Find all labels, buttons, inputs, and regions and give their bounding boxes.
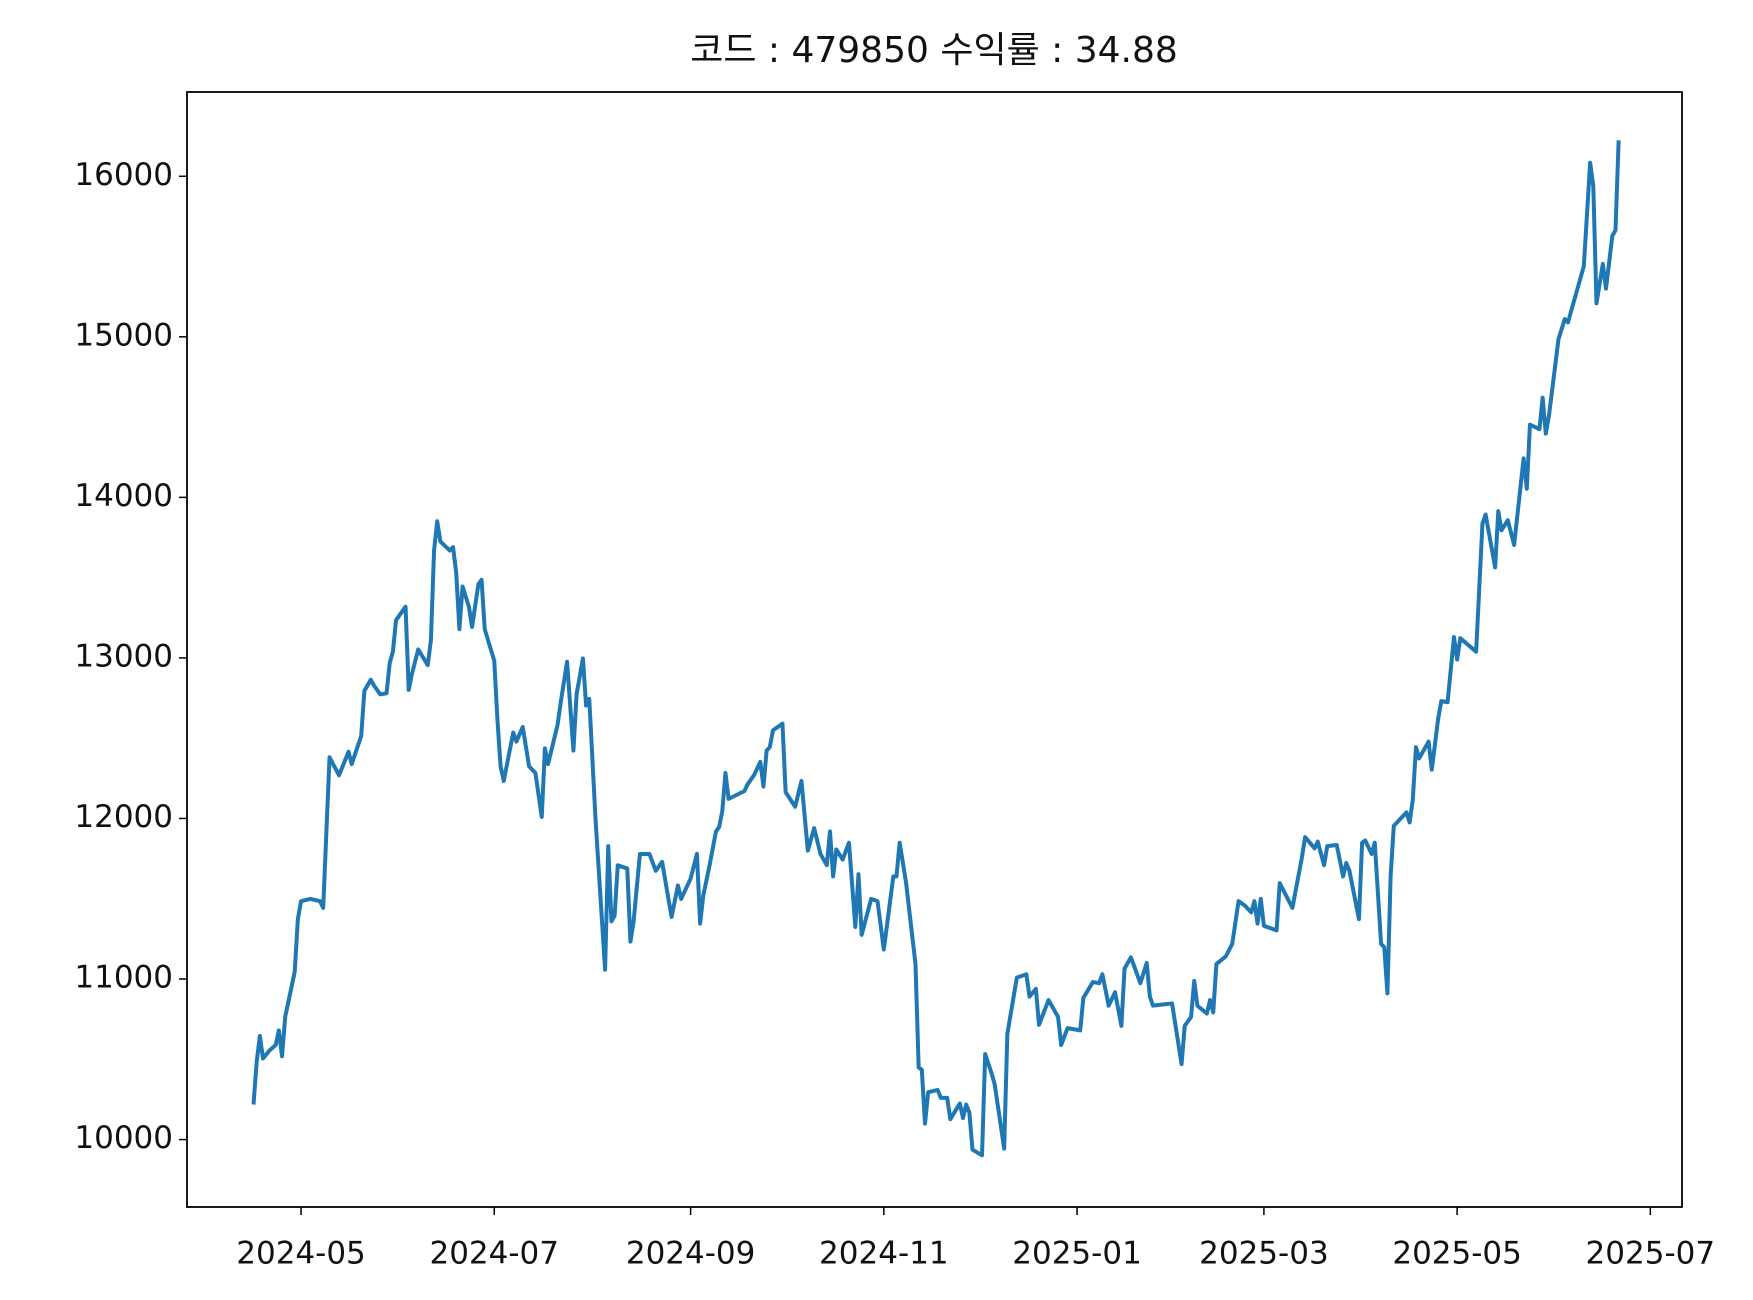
plot-frame [186, 91, 1683, 1208]
chart-title: 코드 : 479850 수익률 : 34.88 [690, 30, 1178, 71]
x-tick-label: 2025-05 [1392, 1236, 1522, 1272]
x-tick-label: 2025-01 [1012, 1236, 1142, 1272]
y-tick-label: 12000 [74, 799, 173, 835]
y-tick-label: 16000 [74, 157, 173, 193]
y-tick-label: 10000 [74, 1120, 173, 1156]
y-tick-label: 11000 [74, 960, 173, 996]
x-tick-label: 2025-07 [1586, 1236, 1716, 1272]
x-tick-label: 2025-03 [1199, 1236, 1329, 1272]
x-tick-label: 2024-09 [626, 1236, 756, 1272]
x-tick-label: 2024-05 [236, 1236, 366, 1272]
y-tick-label: 14000 [74, 478, 173, 514]
y-tick-label: 15000 [74, 317, 173, 353]
price-line [251, 140, 1621, 1158]
x-tick-label: 2024-11 [819, 1236, 949, 1272]
x-tick-label: 2024-07 [429, 1236, 559, 1272]
y-tick-label: 13000 [74, 638, 173, 674]
